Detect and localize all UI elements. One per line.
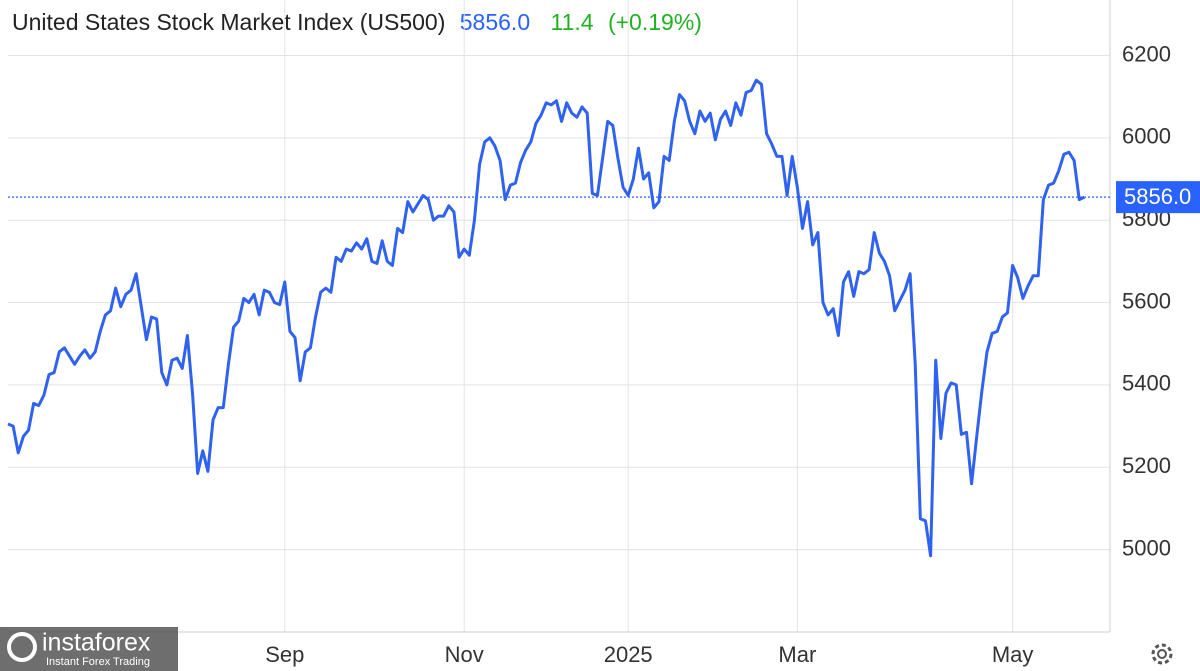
watermark-logo	[7, 632, 37, 662]
x-tick-label: May	[992, 642, 1034, 667]
price: 5856.0	[460, 9, 530, 35]
x-tick-label: Mar	[778, 642, 816, 667]
watermark: instaforex Instant Forex Trading	[0, 627, 178, 671]
y-tick-label: 5000	[1122, 535, 1171, 560]
chart-header: United States Stock Market Index (US500)…	[12, 9, 702, 35]
watermark-tagline: Instant Forex Trading	[46, 656, 150, 668]
gear-teeth	[1151, 643, 1173, 665]
change: 11.4	[551, 9, 594, 35]
x-tick-label: 2025	[604, 642, 653, 667]
y-tick-label: 5400	[1122, 371, 1171, 396]
gear-hub	[1157, 649, 1167, 659]
y-tick-label: 5200	[1122, 453, 1171, 478]
y-tick-label: 6200	[1122, 41, 1171, 66]
y-tick-label: 6000	[1122, 124, 1171, 149]
last-price-box	[1116, 181, 1200, 214]
change-pct: (+0.19%)	[608, 9, 702, 35]
x-tick-label: Nov	[445, 642, 484, 667]
watermark-brand: instaforex	[42, 629, 151, 657]
price-line	[7, 78, 1086, 558]
last-price-label: 5856.0	[1124, 184, 1191, 209]
chart-title: United States Stock Market Index (US500)	[12, 9, 445, 35]
x-tick-label: Sep	[265, 642, 304, 667]
settings-icon[interactable]	[1151, 643, 1173, 665]
y-tick-label: 5600	[1122, 288, 1171, 313]
